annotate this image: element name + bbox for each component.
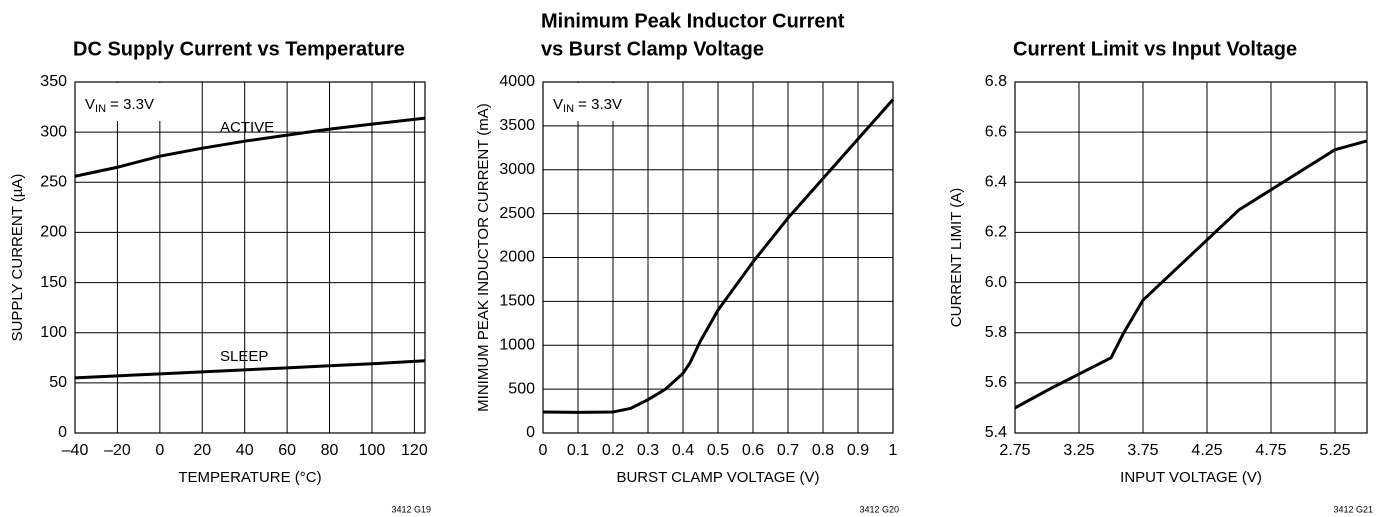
data-line — [74, 359, 426, 380]
y-tick-label: 50 — [49, 374, 67, 391]
x-tick-label: 0.5 — [707, 442, 729, 459]
x-tick-label: 5.25 — [1319, 442, 1350, 459]
x-tick-label: 0.8 — [812, 442, 834, 459]
y-tick-label: 3000 — [499, 161, 535, 178]
annotation-bg — [76, 83, 166, 121]
y-tick-label: 6.4 — [985, 174, 1007, 191]
data-line — [542, 98, 895, 414]
x-tick-label: 4.75 — [1255, 442, 1286, 459]
x-axis-label: BURST CLAMP VOLTAGE (V) — [616, 469, 819, 486]
x-tick-label: 40 — [236, 442, 254, 459]
plot-frame — [542, 81, 894, 434]
y-tick-label: 6.6 — [985, 123, 1007, 140]
y-tick-label: 5.4 — [985, 424, 1007, 441]
y-tick-label: 300 — [40, 123, 67, 140]
y-tick-label: 200 — [40, 224, 67, 241]
condition-subscript: IN — [95, 103, 106, 115]
x-tick-label: 0.6 — [742, 442, 764, 459]
condition-subscript: IN — [563, 103, 574, 115]
x-tick-label: 3.75 — [1127, 442, 1158, 459]
x-tick-label: 3.25 — [1063, 442, 1094, 459]
condition-text: = 3.3V — [106, 96, 154, 113]
x-tick-label: 0 — [539, 442, 548, 459]
chart-title: vs Burst Clamp Voltage — [541, 38, 764, 60]
y-tick-label: 0 — [526, 424, 535, 441]
y-tick-label: 0 — [58, 424, 67, 441]
plot-frame — [1014, 81, 1368, 434]
x-tick-label: –40 — [62, 442, 89, 459]
figure-id: 3412 G19 — [391, 504, 431, 514]
y-axis-label: CURRENT LIMIT (A) — [948, 188, 965, 327]
y-tick-label: 5.8 — [985, 324, 1007, 341]
x-tick-label: 60 — [278, 442, 296, 459]
y-tick-label: 5.6 — [985, 374, 1007, 391]
x-tick-label: 0 — [155, 442, 164, 459]
x-tick-label: 100 — [359, 442, 386, 459]
y-tick-label: 100 — [40, 324, 67, 341]
chart-title: Minimum Peak Inductor Current — [541, 10, 845, 32]
y-axis-label: SUPPLY CURRENT (µA) — [9, 174, 26, 342]
y-tick-label: 6.2 — [985, 224, 1007, 241]
condition-symbol: V — [85, 96, 95, 113]
condition-symbol: V — [553, 96, 563, 113]
plot-frame — [74, 81, 426, 434]
annotation-bg — [544, 83, 634, 121]
x-tick-label: 0.2 — [602, 442, 624, 459]
y-tick-label: 4000 — [499, 73, 535, 90]
x-tick-label: 120 — [401, 442, 428, 459]
y-tick-label: 350 — [40, 73, 67, 90]
x-tick-label: –20 — [104, 442, 131, 459]
x-tick-label: 20 — [193, 442, 211, 459]
condition-text: = 3.3V — [574, 96, 622, 113]
x-axis-label: TEMPERATURE (°C) — [178, 469, 321, 486]
y-tick-label: 2500 — [499, 205, 535, 222]
chart-title: Current Limit vs Input Voltage — [1013, 38, 1297, 60]
chart-title: DC Supply Current vs Temperature — [73, 38, 405, 60]
y-axis-label: MINIMUM PEAK INDUCTOR CURRENT (mA) — [475, 103, 492, 412]
x-tick-label: 0.4 — [672, 442, 694, 459]
series-label: ACTIVE — [220, 119, 274, 136]
y-tick-label: 250 — [40, 174, 67, 191]
y-tick-label: 1500 — [499, 293, 535, 310]
y-tick-label: 2000 — [499, 249, 535, 266]
x-tick-label: 2.75 — [999, 442, 1030, 459]
figure-id: 3412 G20 — [859, 504, 899, 514]
series-label: SLEEP — [220, 348, 268, 365]
y-tick-label: 3500 — [499, 117, 535, 134]
condition-label: VIN = 3.3V — [553, 96, 622, 115]
data-line — [1014, 139, 1368, 410]
x-tick-label: 0.1 — [567, 442, 589, 459]
y-tick-label: 1000 — [499, 336, 535, 353]
x-tick-label: 4.25 — [1191, 442, 1222, 459]
y-tick-label: 150 — [40, 274, 67, 291]
x-tick-label: 80 — [321, 442, 339, 459]
y-tick-label: 500 — [508, 380, 535, 397]
x-axis-label: INPUT VOLTAGE (V) — [1120, 469, 1262, 486]
x-tick-label: 0.3 — [637, 442, 659, 459]
y-tick-label: 6.8 — [985, 73, 1007, 90]
figure-id: 3412 G21 — [1333, 504, 1373, 514]
data-line — [74, 116, 426, 178]
x-tick-label: 0.9 — [847, 442, 869, 459]
x-tick-label: 0.7 — [777, 442, 799, 459]
condition-label: VIN = 3.3V — [85, 96, 154, 115]
x-tick-label: 1 — [889, 442, 898, 459]
y-tick-label: 6.0 — [985, 274, 1007, 291]
